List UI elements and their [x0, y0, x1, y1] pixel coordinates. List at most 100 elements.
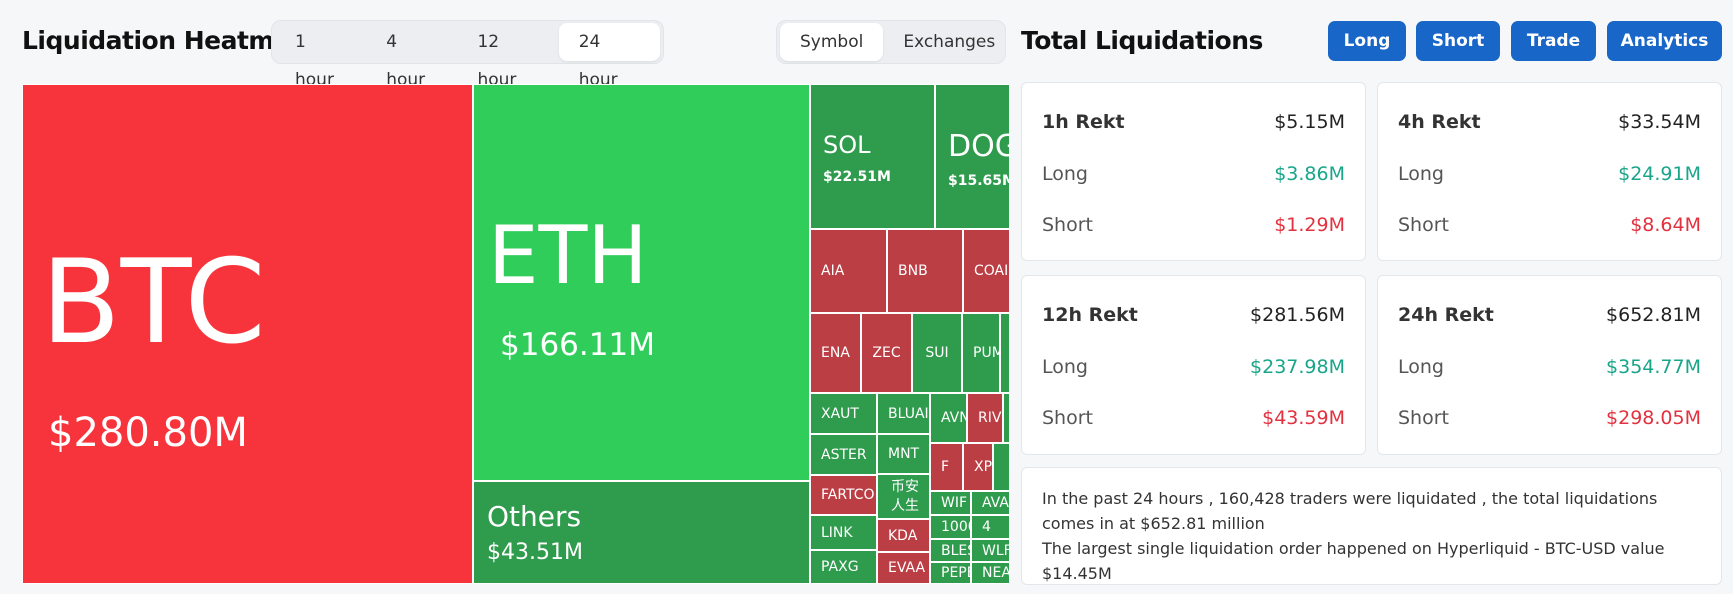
- card-label: 24h Rekt: [1398, 304, 1494, 326]
- card-label: 4h Rekt: [1398, 111, 1481, 133]
- tile-eth[interactable]: ETH $166.11M: [473, 84, 810, 481]
- liquidation-heatmap: BTC $280.80M ETH $166.11M Others $43.51M…: [22, 84, 1009, 584]
- tile-bian[interactable]: 币安人生: [877, 474, 930, 519]
- tile-symbol: KDA: [888, 527, 918, 544]
- tile-symbol: RIVER: [978, 410, 1002, 426]
- tile-xaut[interactable]: XAUT: [810, 393, 877, 434]
- tile-mnt[interactable]: MNT: [877, 434, 930, 474]
- tile-unlabeled-2[interactable]: [1003, 393, 1009, 443]
- tile-link[interactable]: LINK: [810, 515, 877, 550]
- tile-symbol: BNB: [898, 263, 928, 279]
- tile-symbol: AIA: [821, 263, 845, 279]
- tab-symbol[interactable]: Symbol: [780, 23, 884, 61]
- analytics-button[interactable]: Analytics: [1607, 21, 1722, 61]
- tab-exchanges[interactable]: Exchanges: [903, 32, 996, 52]
- long-value: $24.91M: [1618, 163, 1701, 185]
- tile-near[interactable]: NEAR: [971, 562, 1009, 584]
- tile-fartcoin[interactable]: FARTCOIN: [810, 475, 877, 515]
- tile-symbol: PAXG: [821, 559, 859, 575]
- tile-symbol: LINK: [821, 524, 853, 541]
- tile-unlabeled-1[interactable]: [1000, 313, 1009, 393]
- tile-4[interactable]: 4: [971, 515, 1009, 539]
- tile-aia[interactable]: AIA: [810, 229, 887, 313]
- short-value: $1.29M: [1274, 214, 1345, 236]
- tile-symbol: BLUAI: [888, 405, 929, 422]
- short-label: Short: [1398, 407, 1449, 429]
- tile-symbol: SUI: [925, 345, 949, 361]
- tile-symbol: F: [941, 459, 950, 475]
- tile-symbol: XAUT: [821, 405, 859, 422]
- tile-avnt[interactable]: AVNT: [930, 393, 967, 443]
- tile-1000[interactable]: 1000: [930, 515, 971, 539]
- tile-symbol: WLFI: [982, 542, 1009, 559]
- tile-ena[interactable]: ENA: [810, 313, 861, 393]
- tile-pepe[interactable]: PEPE: [930, 562, 971, 584]
- tile-symbol: WIF: [941, 495, 968, 511]
- tile-bless[interactable]: BLESS: [930, 539, 971, 562]
- summary-line-2: The largest single liquidation order hap…: [1042, 539, 1665, 583]
- tile-symbol: 币安人生: [891, 479, 919, 514]
- tile-zec[interactable]: ZEC: [861, 313, 912, 393]
- card-total: $281.56M: [1250, 304, 1345, 326]
- tile-wif[interactable]: WIF: [930, 491, 971, 515]
- tile-symbol: DOGE: [948, 129, 1009, 164]
- tile-river[interactable]: RIVER: [967, 393, 1003, 443]
- short-button[interactable]: Short: [1416, 21, 1500, 61]
- tile-coai[interactable]: COAI: [963, 229, 1009, 313]
- tile-symbol: EVAA: [888, 560, 926, 576]
- trade-button[interactable]: Trade: [1511, 21, 1596, 61]
- tile-evaa[interactable]: EVAA: [877, 552, 930, 584]
- tile-symbol: 4: [982, 519, 991, 535]
- card-4h-rekt: 4h Rekt $33.54M Long $24.91M Short $8.64M: [1377, 82, 1722, 261]
- tile-btc[interactable]: BTC $280.80M: [22, 84, 473, 584]
- tile-symbol: AVAX: [982, 495, 1009, 511]
- tile-wlfi[interactable]: WLFI: [971, 539, 1009, 562]
- long-button[interactable]: Long: [1328, 21, 1406, 61]
- view-selector: Symbol Exchanges: [776, 20, 1006, 64]
- tile-others[interactable]: Others $43.51M: [473, 481, 810, 584]
- tile-symbol: FARTCOIN: [821, 487, 876, 503]
- card-label: 12h Rekt: [1042, 304, 1138, 326]
- tile-sui[interactable]: SUI: [912, 313, 962, 393]
- tile-symbol: COAI: [974, 263, 1009, 279]
- tile-doge[interactable]: DOGE $15.65M: [935, 84, 1009, 229]
- long-value: $237.98M: [1250, 356, 1345, 378]
- card-total: $652.81M: [1606, 304, 1701, 326]
- tile-avax[interactable]: AVAX: [971, 491, 1009, 515]
- tile-value: $166.11M: [500, 327, 655, 363]
- tile-symbol: AVNT: [941, 410, 966, 426]
- short-value: $8.64M: [1630, 214, 1701, 236]
- long-value: $3.86M: [1274, 163, 1345, 185]
- tile-symbol: ZEC: [872, 345, 901, 361]
- time-range-selector: 1 hour 4 hour 12 hour 24 hour: [271, 20, 664, 90]
- tile-symbol: PEPE: [941, 565, 970, 581]
- long-value: $354.77M: [1606, 356, 1701, 378]
- tile-pump[interactable]: PUMP: [962, 313, 1000, 393]
- heatmap-title: Liquidation Heatmap: [22, 26, 308, 55]
- tile-unlabeled-3[interactable]: [993, 443, 1009, 491]
- card-total: $5.15M: [1274, 111, 1345, 133]
- tile-bnb[interactable]: BNB: [887, 229, 963, 313]
- card-1h-rekt: 1h Rekt $5.15M Long $3.86M Short $1.29M: [1021, 82, 1366, 261]
- tile-xpl[interactable]: XPL: [963, 443, 993, 491]
- tile-paxg[interactable]: PAXG: [810, 550, 877, 584]
- tile-symbol: ASTER: [821, 446, 867, 463]
- totals-title: Total Liquidations: [1021, 26, 1263, 55]
- tile-symbol: Others: [487, 500, 582, 533]
- long-label: Long: [1398, 163, 1444, 185]
- tab-1-hour[interactable]: 1 hour: [295, 32, 334, 90]
- short-value: $43.59M: [1262, 407, 1345, 429]
- tile-value: $43.51M: [487, 540, 583, 565]
- tile-aster[interactable]: ASTER: [810, 434, 877, 475]
- long-label: Long: [1398, 356, 1444, 378]
- tab-24-hour[interactable]: 24 hour: [558, 23, 660, 90]
- tile-f[interactable]: F: [930, 443, 963, 491]
- tab-12-hour[interactable]: 12 hour: [477, 32, 517, 90]
- tile-sol[interactable]: SOL $22.51M: [810, 84, 935, 229]
- tile-kda[interactable]: KDA: [877, 519, 930, 552]
- short-value: $298.05M: [1606, 407, 1701, 429]
- tile-symbol: SOL: [823, 131, 871, 159]
- tile-symbol: XPL: [974, 459, 993, 475]
- tile-bluai[interactable]: BLUAI: [877, 393, 930, 434]
- tab-4-hour[interactable]: 4 hour: [386, 32, 426, 90]
